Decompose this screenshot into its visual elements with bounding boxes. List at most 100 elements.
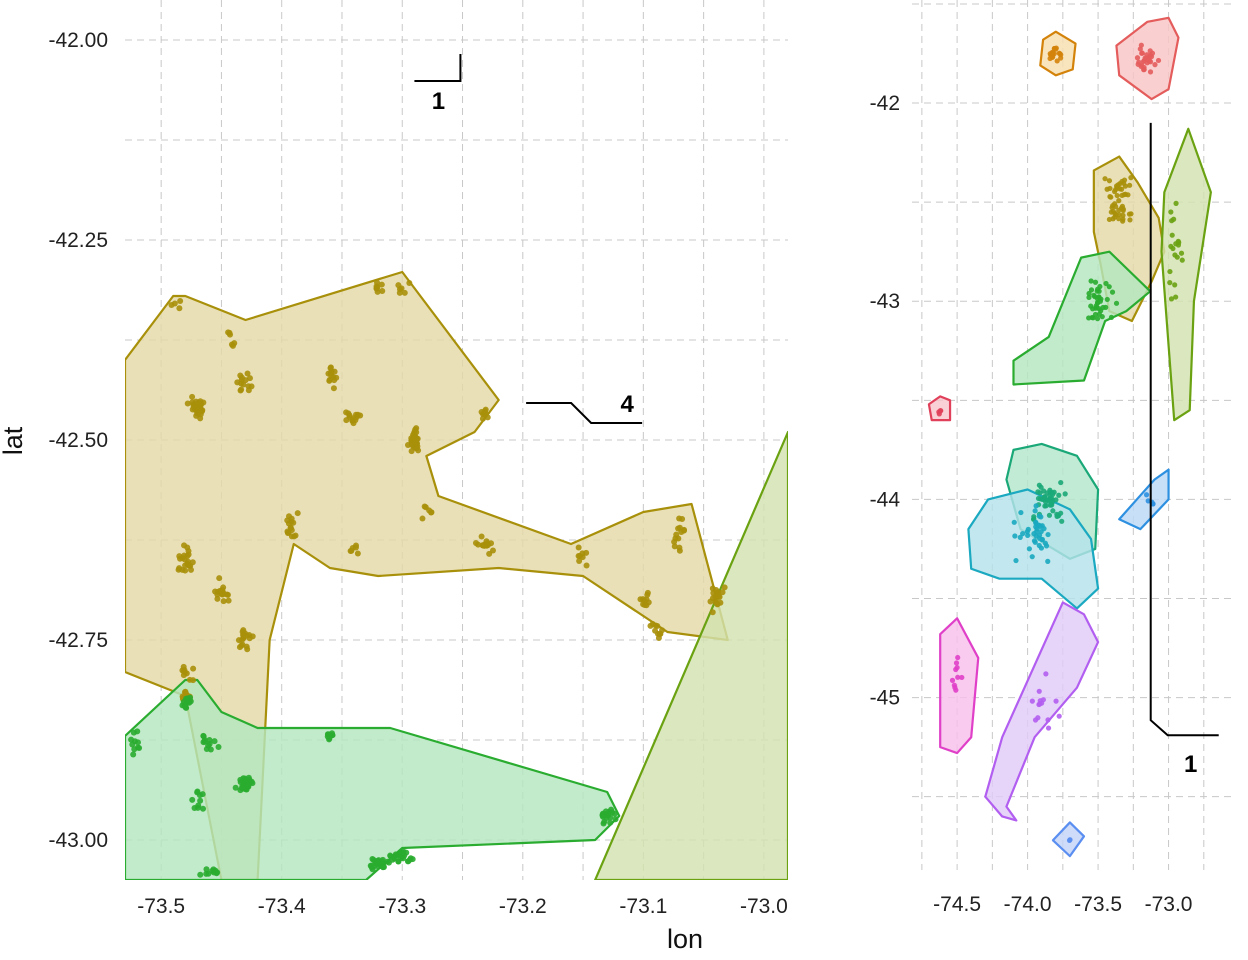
data-point — [1109, 204, 1115, 211]
data-point — [285, 520, 292, 527]
data-point — [288, 527, 295, 534]
data-point — [1139, 62, 1145, 68]
y-tick-label: -42 — [870, 92, 900, 115]
y-tick-label: -43 — [870, 290, 900, 313]
data-point — [1128, 211, 1134, 217]
data-point — [189, 796, 196, 803]
data-point — [1116, 198, 1122, 204]
data-point — [176, 565, 183, 572]
data-point — [1155, 57, 1162, 64]
data-point — [656, 631, 663, 638]
data-point — [1058, 510, 1064, 516]
data-point — [357, 412, 364, 419]
data-point — [1118, 186, 1125, 192]
data-point — [676, 547, 683, 554]
cluster-hull — [594, 430, 788, 880]
data-point — [192, 401, 199, 408]
x-tick-label: -74.0 — [1004, 893, 1052, 916]
data-point — [679, 516, 686, 523]
data-point — [240, 381, 247, 388]
x-axis-title: lon — [667, 924, 703, 954]
data-point — [327, 365, 334, 372]
data-point — [1032, 717, 1039, 723]
data-point — [1048, 52, 1054, 58]
data-point — [1147, 48, 1153, 54]
data-point — [249, 633, 256, 640]
overview-annotations: 1 — [1149, 122, 1219, 778]
data-point — [1173, 200, 1179, 206]
data-point — [1125, 192, 1131, 198]
data-point — [1031, 531, 1037, 537]
data-point — [1143, 55, 1149, 61]
data-point — [1058, 479, 1064, 486]
data-point — [478, 533, 485, 540]
data-point — [374, 284, 381, 291]
overview-data-layer — [927, 16, 1212, 858]
data-point — [1042, 503, 1048, 509]
data-point — [350, 420, 357, 427]
data-point — [1127, 217, 1133, 223]
annotation-leader-line — [526, 402, 643, 424]
data-point — [652, 627, 659, 634]
data-point — [395, 282, 402, 289]
data-point — [218, 588, 225, 595]
x-tick-label: -73.0 — [740, 895, 788, 918]
data-point — [195, 802, 202, 809]
data-point — [1045, 725, 1052, 731]
data-point — [1113, 211, 1119, 218]
data-point — [579, 554, 586, 561]
data-point — [203, 746, 210, 753]
x-tick-label: -74.5 — [933, 893, 981, 916]
data-point — [1050, 491, 1056, 497]
data-point — [1172, 282, 1178, 288]
data-point — [1041, 494, 1048, 500]
data-point — [1020, 531, 1026, 537]
data-point — [1106, 216, 1112, 223]
y-axis-title: lat — [0, 426, 28, 455]
data-point — [1046, 512, 1053, 518]
data-point — [1056, 713, 1062, 719]
data-point — [1104, 296, 1110, 303]
data-point — [419, 515, 426, 522]
data-point — [186, 676, 193, 683]
data-point — [286, 513, 293, 520]
data-point — [129, 741, 136, 748]
data-point — [212, 588, 219, 595]
data-point — [1167, 280, 1173, 286]
data-point — [409, 856, 416, 863]
data-point — [176, 305, 183, 312]
data-point — [328, 373, 335, 380]
data-point — [607, 819, 614, 826]
data-point — [937, 408, 943, 414]
data-point — [1033, 520, 1039, 526]
data-point — [240, 778, 247, 785]
data-point — [671, 538, 678, 545]
data-point — [1086, 290, 1092, 297]
data-point — [244, 370, 251, 377]
data-point — [952, 684, 958, 691]
data-point — [200, 805, 207, 812]
data-point — [130, 751, 137, 758]
zoomed-annotations: 14 — [414, 54, 643, 424]
data-point — [190, 665, 197, 672]
data-point — [1049, 500, 1055, 506]
data-point — [369, 855, 376, 862]
data-point — [1012, 533, 1018, 539]
data-point — [134, 739, 141, 746]
data-point — [379, 288, 386, 295]
data-point — [406, 280, 413, 287]
cluster-hull — [939, 617, 980, 755]
data-point — [197, 797, 204, 804]
data-point — [1108, 209, 1114, 215]
data-point — [1013, 557, 1019, 564]
data-point — [184, 695, 191, 702]
data-point — [185, 558, 192, 565]
data-point — [1108, 314, 1115, 320]
zoomed-map-panel: -73.5 -73.4 -73.3 -73.2 -73.1 -73.0 -42.00 -42.… — [0, 0, 788, 954]
data-point — [1094, 316, 1101, 322]
data-point — [1100, 304, 1106, 311]
data-point — [644, 591, 651, 598]
data-point — [181, 542, 188, 549]
data-point — [1056, 492, 1062, 498]
